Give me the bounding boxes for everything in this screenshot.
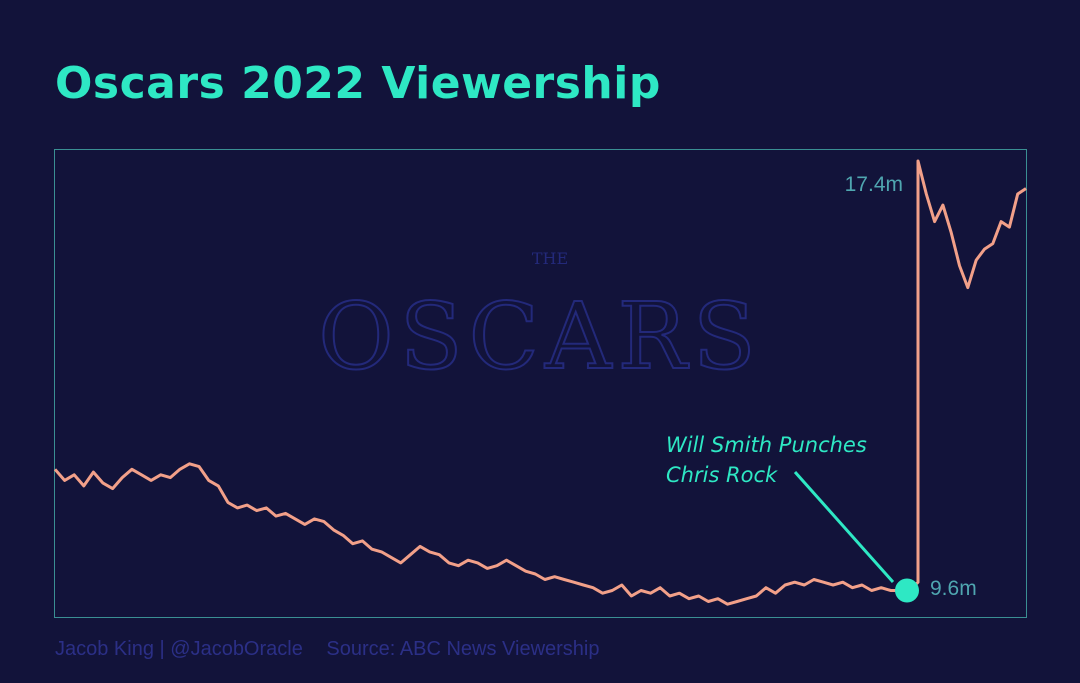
annotation-line-1: Will Smith Punches: [666, 433, 867, 457]
series-line: [53, 159, 1027, 606]
credit-line: Jacob King | @JacobOracle Source: ABC Ne…: [55, 638, 618, 661]
plot-frame: [54, 149, 1027, 618]
annotation-line-2: Chris Rock: [666, 463, 778, 487]
annotation-arrow: [793, 471, 895, 583]
author-credit: Jacob King | @JacobOracle: [55, 638, 303, 660]
watermark-small-text: THE: [532, 249, 568, 268]
oscars-watermark: THE OSCARS: [317, 249, 762, 391]
highlight-point: [895, 578, 919, 603]
watermark-big-text: OSCARS: [318, 283, 762, 390]
value-label-low: 9.6m: [930, 577, 977, 600]
source-credit: Source: ABC News Viewership: [326, 638, 600, 660]
chart-title: Oscars 2022 Viewership: [55, 58, 661, 109]
value-label-high: 17.4m: [845, 173, 903, 196]
